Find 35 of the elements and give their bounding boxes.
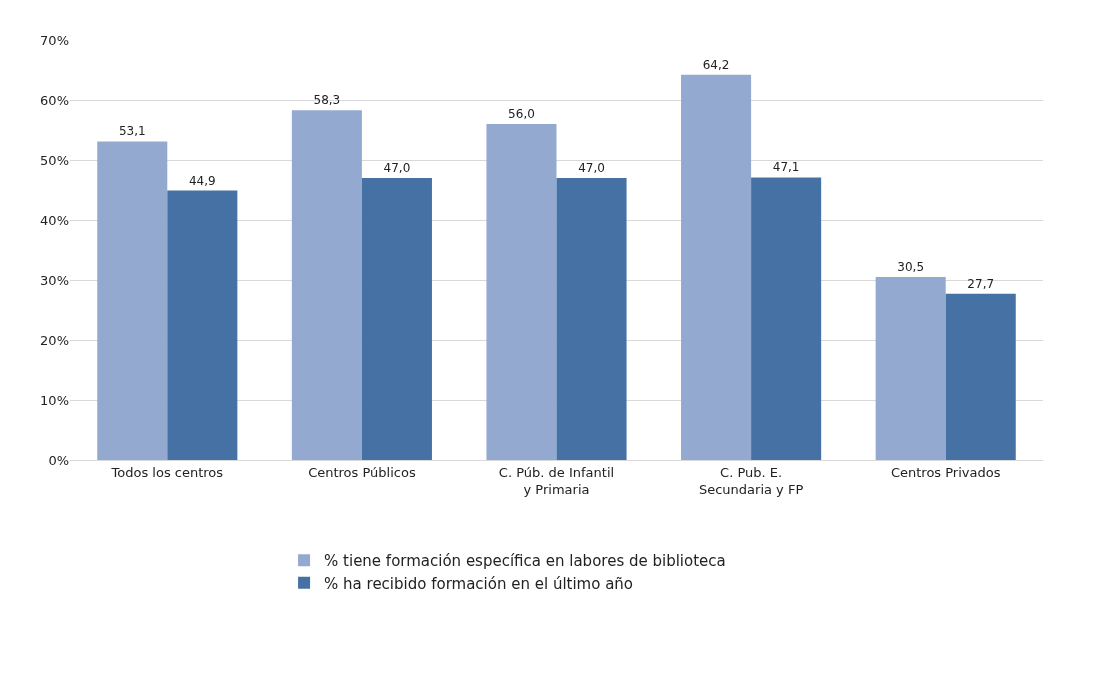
y-tick-label: 60% xyxy=(40,92,69,108)
data-label: 47,0 xyxy=(578,161,605,175)
x-tick-label: C. Pub. E. Secundaria y FP xyxy=(698,464,804,497)
data-label: 27,7 xyxy=(967,276,995,291)
legend-label: % tiene formación específica en labores de biblioteca xyxy=(324,552,726,571)
data-label: 44,9 xyxy=(188,173,216,188)
bar xyxy=(681,74,752,460)
bar xyxy=(486,124,557,460)
y-tick-label: 50% xyxy=(40,152,69,168)
y-tick-label: 40% xyxy=(40,212,69,228)
y-tick-label: 20% xyxy=(40,332,69,348)
legend-label: % ha recibido formación en el último año xyxy=(324,574,634,593)
y-tick-label: 70% xyxy=(40,32,69,48)
bar xyxy=(945,293,1016,460)
bar xyxy=(875,277,946,460)
bar xyxy=(751,177,822,460)
y-tick-label: 30% xyxy=(40,272,69,288)
data-label: 47,1 xyxy=(772,160,800,175)
y-tick-label: 0% xyxy=(48,452,69,468)
data-label: 30,5 xyxy=(897,260,925,274)
x-tick-label: Todos los centros xyxy=(110,464,224,480)
data-label: 64,2 xyxy=(702,57,730,72)
data-label: 56,0 xyxy=(508,107,535,121)
y-tick-label: 10% xyxy=(40,392,69,408)
bar xyxy=(361,178,432,460)
data-label: 58,3 xyxy=(313,93,341,108)
data-label: 47,0 xyxy=(383,161,411,175)
bar xyxy=(556,178,627,460)
data-label: 53,1 xyxy=(118,124,146,139)
bar xyxy=(291,110,362,460)
x-tick-label: Centros Públicos xyxy=(308,464,416,480)
x-tick-label: Centros Privados xyxy=(890,464,1001,480)
bar xyxy=(167,190,238,460)
bar xyxy=(97,141,168,460)
x-tick-label: C. Púb. de Infantil y Primaria xyxy=(498,464,615,497)
